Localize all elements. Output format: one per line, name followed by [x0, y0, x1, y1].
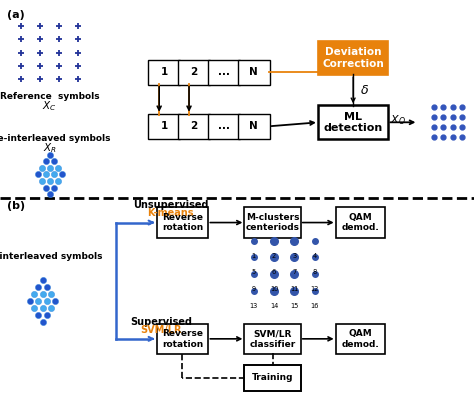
Text: 12: 12: [310, 286, 319, 292]
Text: 1: 1: [161, 67, 168, 77]
Text: Deviation
Correction: Deviation Correction: [322, 47, 384, 69]
FancyBboxPatch shape: [336, 324, 385, 354]
Text: De-interleaved symbols: De-interleaved symbols: [0, 134, 110, 143]
FancyBboxPatch shape: [238, 60, 270, 85]
Text: 16: 16: [310, 303, 319, 309]
Text: $X_R$: $X_R$: [43, 142, 57, 155]
FancyBboxPatch shape: [318, 41, 388, 75]
Text: (b): (b): [7, 201, 25, 211]
FancyBboxPatch shape: [238, 114, 270, 139]
Text: Reverse
rotation: Reverse rotation: [162, 213, 203, 232]
FancyBboxPatch shape: [318, 105, 388, 139]
Text: 10: 10: [270, 286, 278, 292]
Text: De-interleaved symbols: De-interleaved symbols: [0, 252, 103, 261]
Text: 2: 2: [191, 67, 198, 77]
Text: $\delta$: $\delta$: [360, 84, 369, 97]
Text: QAM
demod.: QAM demod.: [341, 329, 379, 348]
Text: 11: 11: [290, 286, 299, 292]
Text: 14: 14: [270, 303, 278, 309]
Text: Reverse
rotation: Reverse rotation: [162, 329, 203, 348]
Text: M-clusters
centeriods: M-clusters centeriods: [246, 213, 300, 232]
Text: $X_O$: $X_O$: [390, 113, 406, 127]
Text: Reference  symbols: Reference symbols: [0, 92, 100, 101]
FancyBboxPatch shape: [245, 365, 301, 391]
Text: 3: 3: [292, 253, 296, 259]
Text: 13: 13: [249, 303, 258, 309]
FancyBboxPatch shape: [148, 60, 180, 85]
FancyBboxPatch shape: [156, 324, 209, 354]
FancyBboxPatch shape: [178, 114, 210, 139]
Text: 1: 1: [252, 253, 255, 259]
Text: 6: 6: [272, 269, 276, 275]
Text: N: N: [249, 122, 258, 131]
FancyBboxPatch shape: [178, 60, 210, 85]
Text: $X_C$: $X_C$: [43, 99, 57, 113]
FancyBboxPatch shape: [245, 324, 301, 354]
Text: (a): (a): [7, 10, 25, 20]
Text: 8: 8: [313, 269, 317, 275]
Text: ML
detection: ML detection: [323, 111, 383, 133]
Text: ...: ...: [218, 67, 230, 77]
Text: SVM/LR
classifier: SVM/LR classifier: [249, 329, 296, 348]
FancyBboxPatch shape: [208, 114, 240, 139]
Text: Unsupervised: Unsupervised: [133, 200, 209, 210]
Text: QAM
demod.: QAM demod.: [341, 213, 379, 232]
Text: 15: 15: [290, 303, 299, 309]
Text: Supervised: Supervised: [130, 317, 192, 326]
Text: 7: 7: [292, 269, 296, 275]
FancyBboxPatch shape: [336, 207, 385, 238]
Text: ...: ...: [218, 122, 230, 131]
FancyBboxPatch shape: [245, 207, 301, 238]
Text: 2: 2: [191, 122, 198, 131]
FancyBboxPatch shape: [156, 207, 209, 238]
Text: 4: 4: [313, 253, 317, 259]
FancyBboxPatch shape: [148, 114, 180, 139]
Text: 1: 1: [161, 122, 168, 131]
Text: SVM/LR: SVM/LR: [140, 325, 182, 334]
Text: N: N: [249, 67, 258, 77]
Text: 2: 2: [272, 253, 276, 259]
Text: 5: 5: [252, 269, 255, 275]
Text: 9: 9: [252, 286, 255, 292]
FancyBboxPatch shape: [208, 60, 240, 85]
Text: K-means: K-means: [147, 209, 194, 218]
Text: Training: Training: [252, 373, 293, 382]
